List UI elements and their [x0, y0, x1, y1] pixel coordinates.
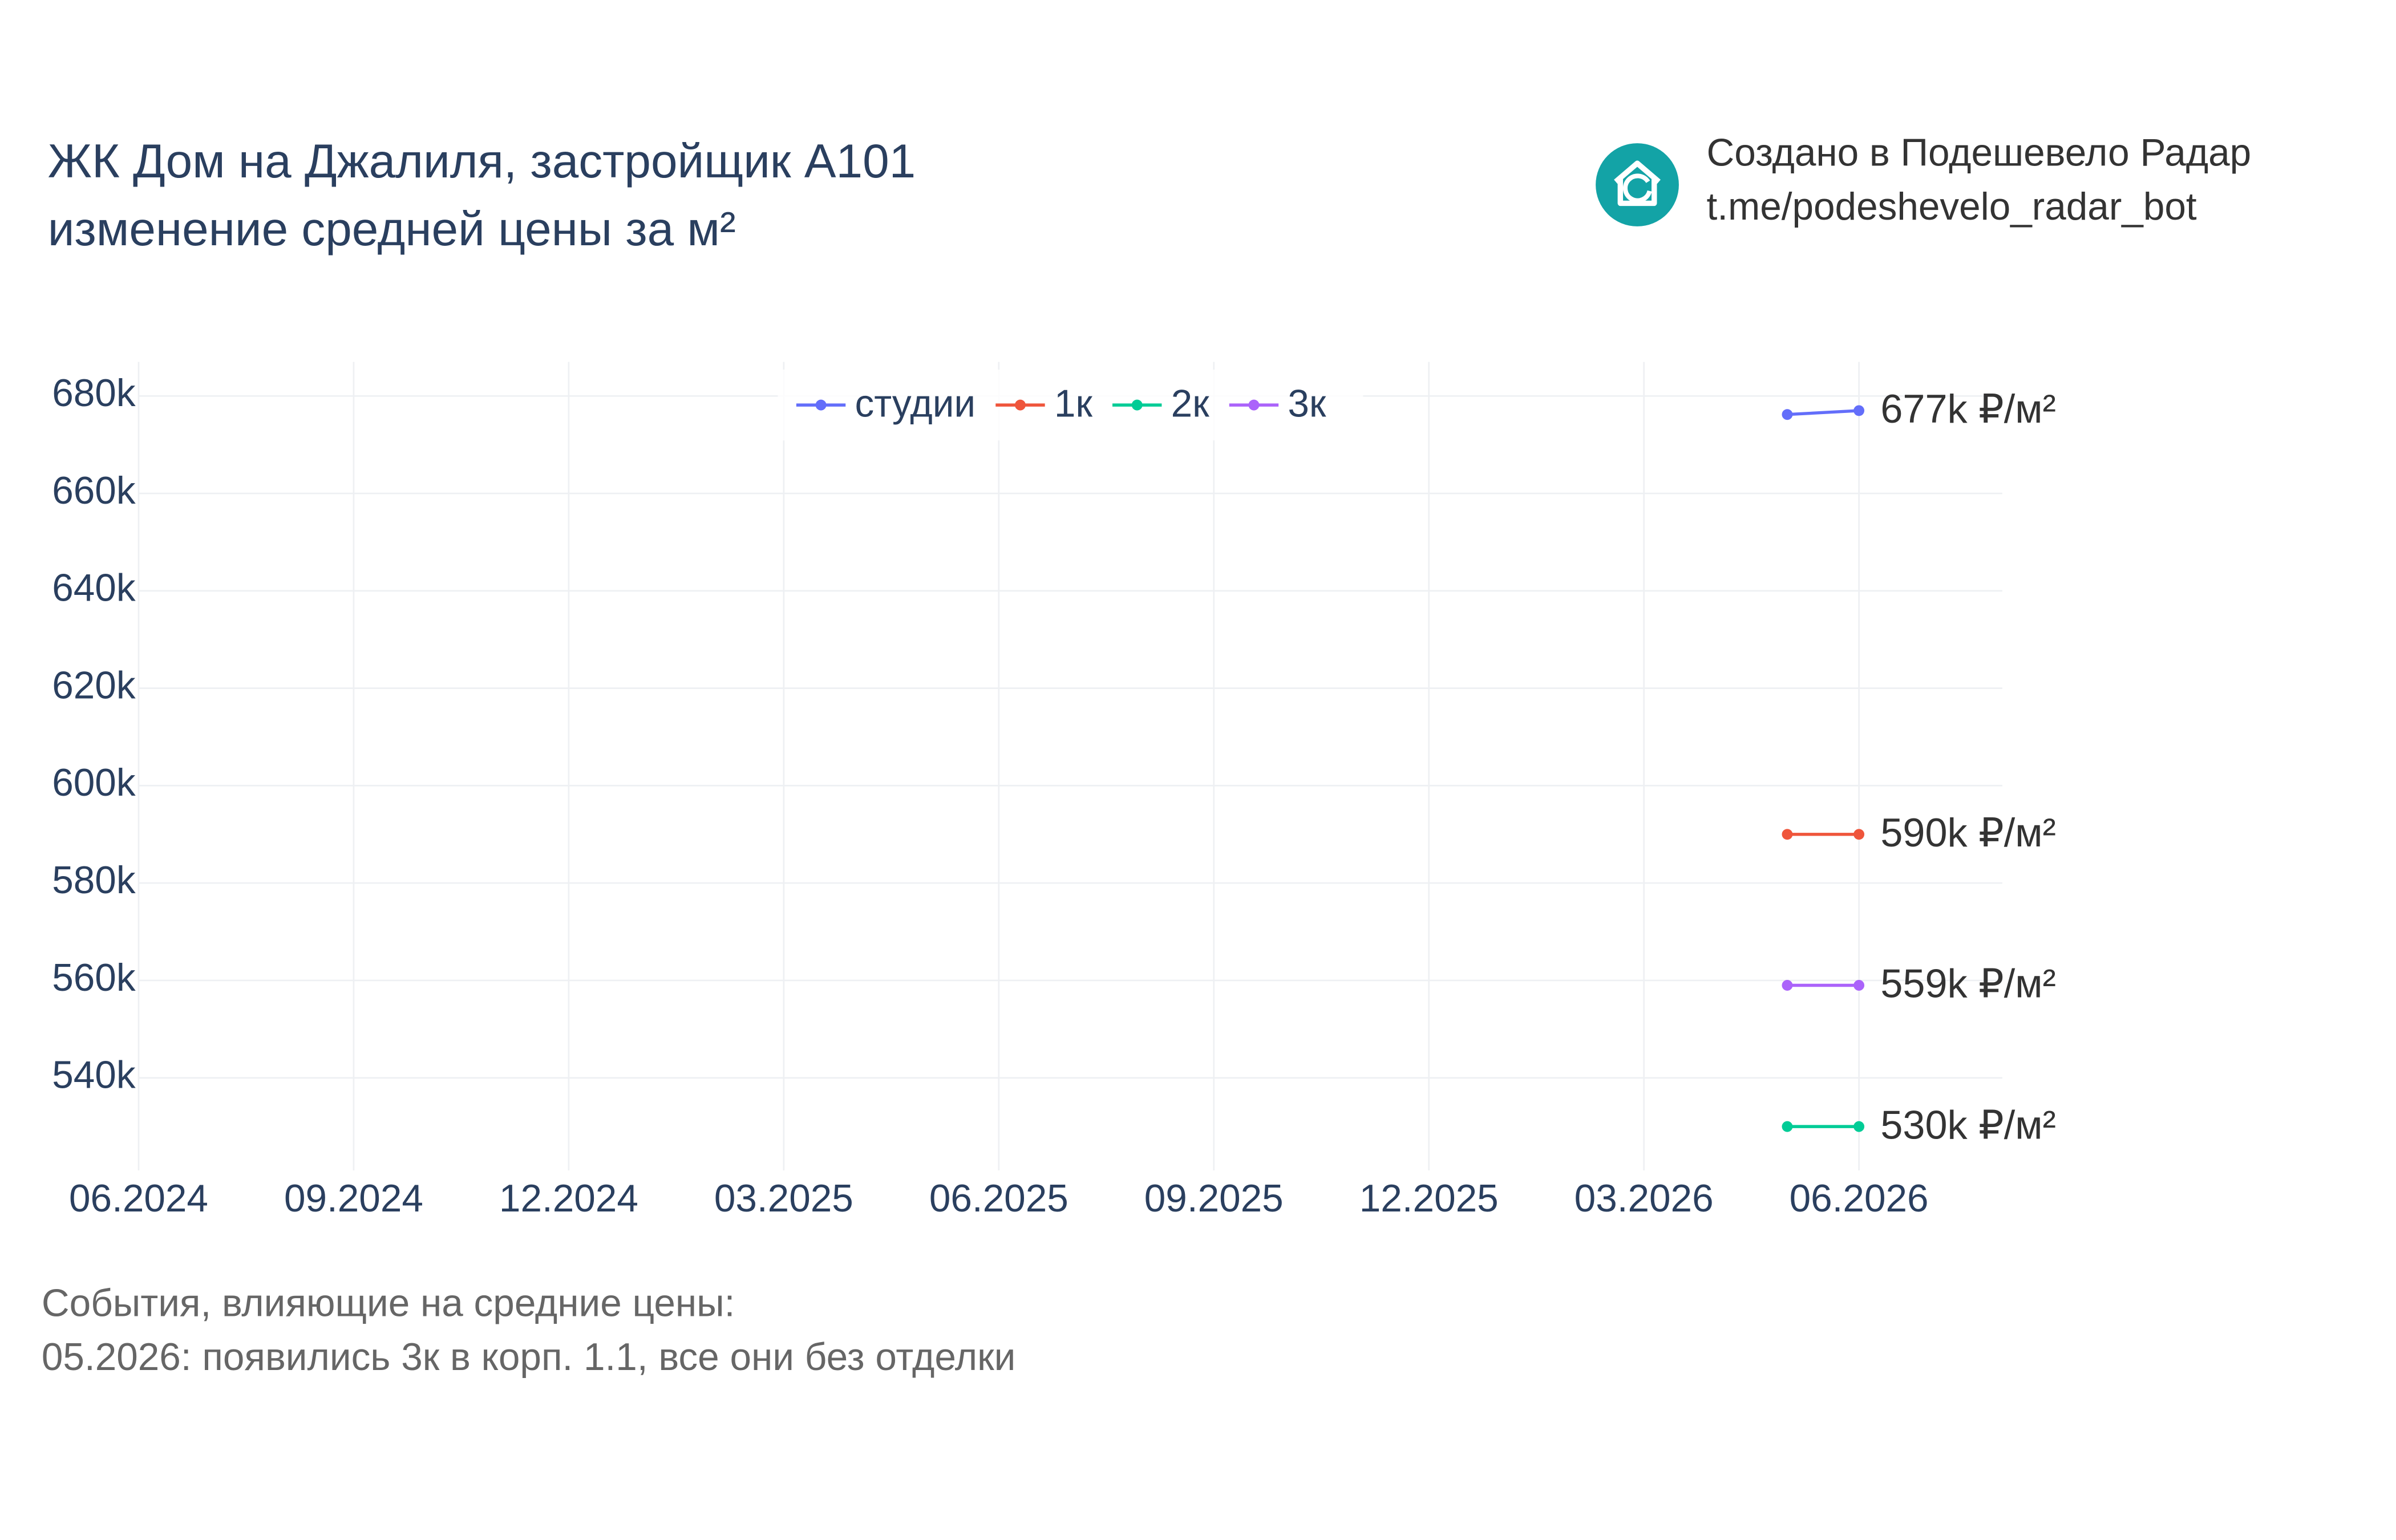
x-tick-label: 09.2024 — [284, 1177, 423, 1220]
data-point — [1782, 409, 1793, 420]
legend-swatch — [1248, 399, 1260, 411]
x-tick-label: 12.2024 — [499, 1177, 638, 1220]
x-tick-label: 06.2024 — [69, 1177, 208, 1220]
note: 05.2026: появились 3к в корп. 1.1, все о… — [42, 1336, 1015, 1379]
x-tick-label: 03.2025 — [714, 1177, 853, 1220]
x-tick-label: 12.2025 — [1359, 1177, 1499, 1220]
note: События, влияющие на средние цены: — [42, 1282, 735, 1324]
x-tick-label: 09.2025 — [1144, 1177, 1284, 1220]
data-label: 559k ₽/м² — [1880, 961, 2055, 1006]
legend-label: студии — [855, 383, 976, 425]
credit-line: t.me/podeshevelo_radar_bot — [1707, 185, 2197, 228]
data-point — [1853, 980, 1865, 991]
data-label: 677k ₽/м² — [1880, 386, 2055, 431]
data-point — [1782, 829, 1793, 840]
legend-label: 1к — [1054, 383, 1093, 425]
y-tick-label: 540k — [52, 1054, 136, 1097]
y-tick-label: 580k — [52, 859, 136, 902]
y-tick-label: 560k — [52, 957, 136, 999]
logo — [1596, 143, 1679, 226]
legend-label: 2к — [1171, 383, 1210, 425]
data-point — [1782, 1121, 1793, 1132]
x-tick-label: 03.2026 — [1575, 1177, 1714, 1220]
legend-swatch — [815, 399, 827, 411]
x-tick-label: 06.2025 — [929, 1177, 1069, 1220]
data-point — [1782, 980, 1793, 991]
x-tick-label: 06.2026 — [1790, 1177, 1929, 1220]
legend-label: 3к — [1288, 383, 1326, 425]
y-tick-label: 620k — [52, 664, 136, 707]
y-tick-label: 660k — [52, 469, 136, 512]
data-label: 530k ₽/м² — [1880, 1102, 2055, 1147]
grid — [137, 362, 2002, 1170]
data-point — [1853, 405, 1865, 416]
data-label: 590k ₽/м² — [1880, 810, 2055, 855]
legend-swatch — [1131, 399, 1143, 411]
series-line — [1787, 409, 1859, 416]
chart-title: ЖК Дом на Джалиля, застройщик А101 — [48, 134, 916, 188]
data-point — [1853, 1121, 1865, 1132]
y-tick-label: 680k — [52, 372, 136, 415]
y-tick-label: 600k — [52, 761, 136, 804]
legend-swatch — [1014, 399, 1026, 411]
y-tick-label: 640k — [52, 567, 136, 610]
legend: студии 1к 2к 3к — [778, 370, 1363, 441]
chart-subtitle: изменение средней цены за м² — [48, 202, 736, 256]
credit-line: Создано в Подешевело Радар — [1707, 132, 2252, 175]
data-point — [1853, 829, 1865, 840]
